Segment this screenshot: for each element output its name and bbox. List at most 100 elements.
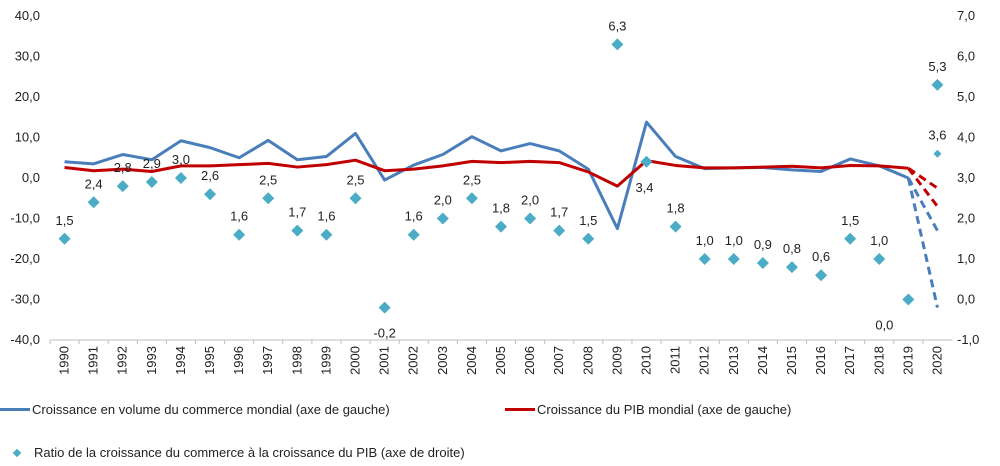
x-tick-label: 2004 <box>464 346 479 375</box>
ratio-label-9: 1,6 <box>317 209 335 224</box>
x-tick-label: 2020 <box>929 346 944 375</box>
ratio-point-3 <box>145 176 158 189</box>
x-tick-label: 2015 <box>784 346 799 375</box>
ratio-point-6 <box>233 228 246 241</box>
y-left-tick-label: 40,0 <box>15 8 40 23</box>
legend-swatch-trade <box>0 408 30 411</box>
x-tick-label: 2012 <box>697 346 712 375</box>
ratio-point-11 <box>378 301 391 314</box>
ratio-label-30: 5,3 <box>928 59 946 74</box>
ratio-label-22: 1,0 <box>696 233 714 248</box>
y-left-tick-label: 10,0 <box>15 130 40 145</box>
x-tick-label: 1994 <box>173 346 188 375</box>
ratio-label-28: 1,0 <box>870 233 888 248</box>
ratio-label-27: 1,5 <box>841 213 859 228</box>
ratio-point-22 <box>698 253 711 265</box>
ratio-point-29 <box>902 293 915 306</box>
ratio-label-1: 2,4 <box>85 176 103 191</box>
series-projection-0-0 <box>907 177 939 232</box>
x-tick-label: 2005 <box>493 346 508 375</box>
x-tick-label: 1999 <box>318 346 333 375</box>
ratio-label-4: 3,0 <box>172 152 190 167</box>
ratio-label-10: 2,5 <box>346 172 364 187</box>
legend-item-gdp: Croissance du PIB mondial (axe de gauche… <box>505 402 791 417</box>
x-tick-label: 2001 <box>377 346 392 375</box>
x-tick-label: 2014 <box>755 346 770 375</box>
legend-swatch-ratio <box>12 448 22 457</box>
legend-swatch-gdp <box>505 408 535 411</box>
y-left-tick-label: 20,0 <box>15 89 40 104</box>
x-tick-label: 2002 <box>406 346 421 375</box>
series-line-1 <box>64 158 909 188</box>
legend-label-ratio: Ratio de la croissance du commerce à la … <box>34 445 465 460</box>
x-tick-label: 1997 <box>260 346 275 375</box>
legend-label-trade: Croissance en volume du commerce mondial… <box>32 402 390 417</box>
ratio-point-8 <box>291 224 304 237</box>
x-tick-label: 1996 <box>231 346 246 375</box>
y-right-tick-label: -1,0 <box>957 332 979 347</box>
x-tick-label: 2010 <box>638 346 653 375</box>
legend-item-ratio: Ratio de la croissance du commerce à la … <box>10 445 465 460</box>
ratio-label-16: 2,0 <box>521 193 539 208</box>
y-right-tick-label: 4,0 <box>957 130 975 145</box>
y-left-tick-label: 0,0 <box>22 170 40 185</box>
x-tick-label: 2006 <box>522 346 537 375</box>
ratio-point-20 <box>640 155 653 168</box>
ratio-point-18 <box>582 232 595 245</box>
ratio-label-11: -0,2 <box>373 326 395 341</box>
series-line-0 <box>64 120 909 231</box>
ratio-point-0 <box>58 232 71 245</box>
ratio-point-28 <box>873 253 886 265</box>
ratio-label-3: 2,9 <box>143 156 161 171</box>
x-tick-label: 2013 <box>726 346 741 375</box>
ratio-label-8: 1,7 <box>288 205 306 220</box>
x-tick-label: 2000 <box>348 346 363 375</box>
x-tick-label: 2008 <box>580 346 595 375</box>
ratio-point-26 <box>815 269 828 282</box>
x-tick-label: 1998 <box>289 346 304 375</box>
x-tick-label: 1995 <box>202 346 217 375</box>
ratio-point-21 <box>669 220 682 233</box>
x-tick-label: 2007 <box>551 346 566 375</box>
y-right-tick-label: 2,0 <box>957 211 975 226</box>
ratio-point-24 <box>756 257 769 270</box>
ratio-label-17: 1,7 <box>550 205 568 220</box>
y-right-tick-label: 0,0 <box>957 292 975 307</box>
ratio-label-13: 2,0 <box>434 193 452 208</box>
y-left-tick-label: 30,0 <box>15 49 40 64</box>
ratio-label-15: 1,8 <box>492 201 510 216</box>
ratio-label-18: 1,5 <box>579 213 597 228</box>
ratio-label-2: 2,8 <box>114 160 132 175</box>
ratio-label-7: 2,5 <box>259 172 277 187</box>
ratio-point-7 <box>262 192 275 205</box>
x-tick-label: 1993 <box>144 346 159 375</box>
x-tick-label: 2003 <box>435 346 450 375</box>
ratio-point-15 <box>495 220 507 233</box>
y-right-tick-label: 5,0 <box>957 89 975 104</box>
ratio-point-30 <box>931 78 944 91</box>
y-right-tick-label: 6,0 <box>957 49 975 64</box>
x-tick-label: 1990 <box>57 346 72 375</box>
ratio-label-14: 2,5 <box>463 172 481 187</box>
y-left-tick-label: -30,0 <box>10 292 40 307</box>
series-projection-1-1 <box>907 167 939 208</box>
x-tick-label: 2016 <box>813 346 828 375</box>
y-right-tick-label: 3,0 <box>957 170 975 185</box>
legend-item-trade: Croissance en volume du commerce mondial… <box>0 402 390 417</box>
y-left-tick-label: -40,0 <box>10 332 40 347</box>
ratio-point-extra-0 <box>933 149 942 158</box>
x-tick-label: 1991 <box>86 346 101 375</box>
ratio-label-extra-0: 3,6 <box>928 128 946 143</box>
ratio-point-25 <box>785 261 798 274</box>
ratio-point-23 <box>727 253 740 265</box>
ratio-point-16 <box>524 212 537 225</box>
ratio-label-21: 1,8 <box>667 201 685 216</box>
y-right-tick-label: 1,0 <box>957 251 975 266</box>
ratio-point-2 <box>116 180 129 193</box>
ratio-point-19 <box>611 38 624 51</box>
ratio-point-14 <box>465 192 478 205</box>
ratio-point-17 <box>553 224 566 237</box>
chart-plot-area: 40,0 30,0 20,0 10,0 0,0 -10,0 -20,0 -30,0 -40,0 7… <box>10 8 979 375</box>
y-right-tick-label: 7,0 <box>957 8 975 23</box>
ratio-point-5 <box>204 188 217 201</box>
